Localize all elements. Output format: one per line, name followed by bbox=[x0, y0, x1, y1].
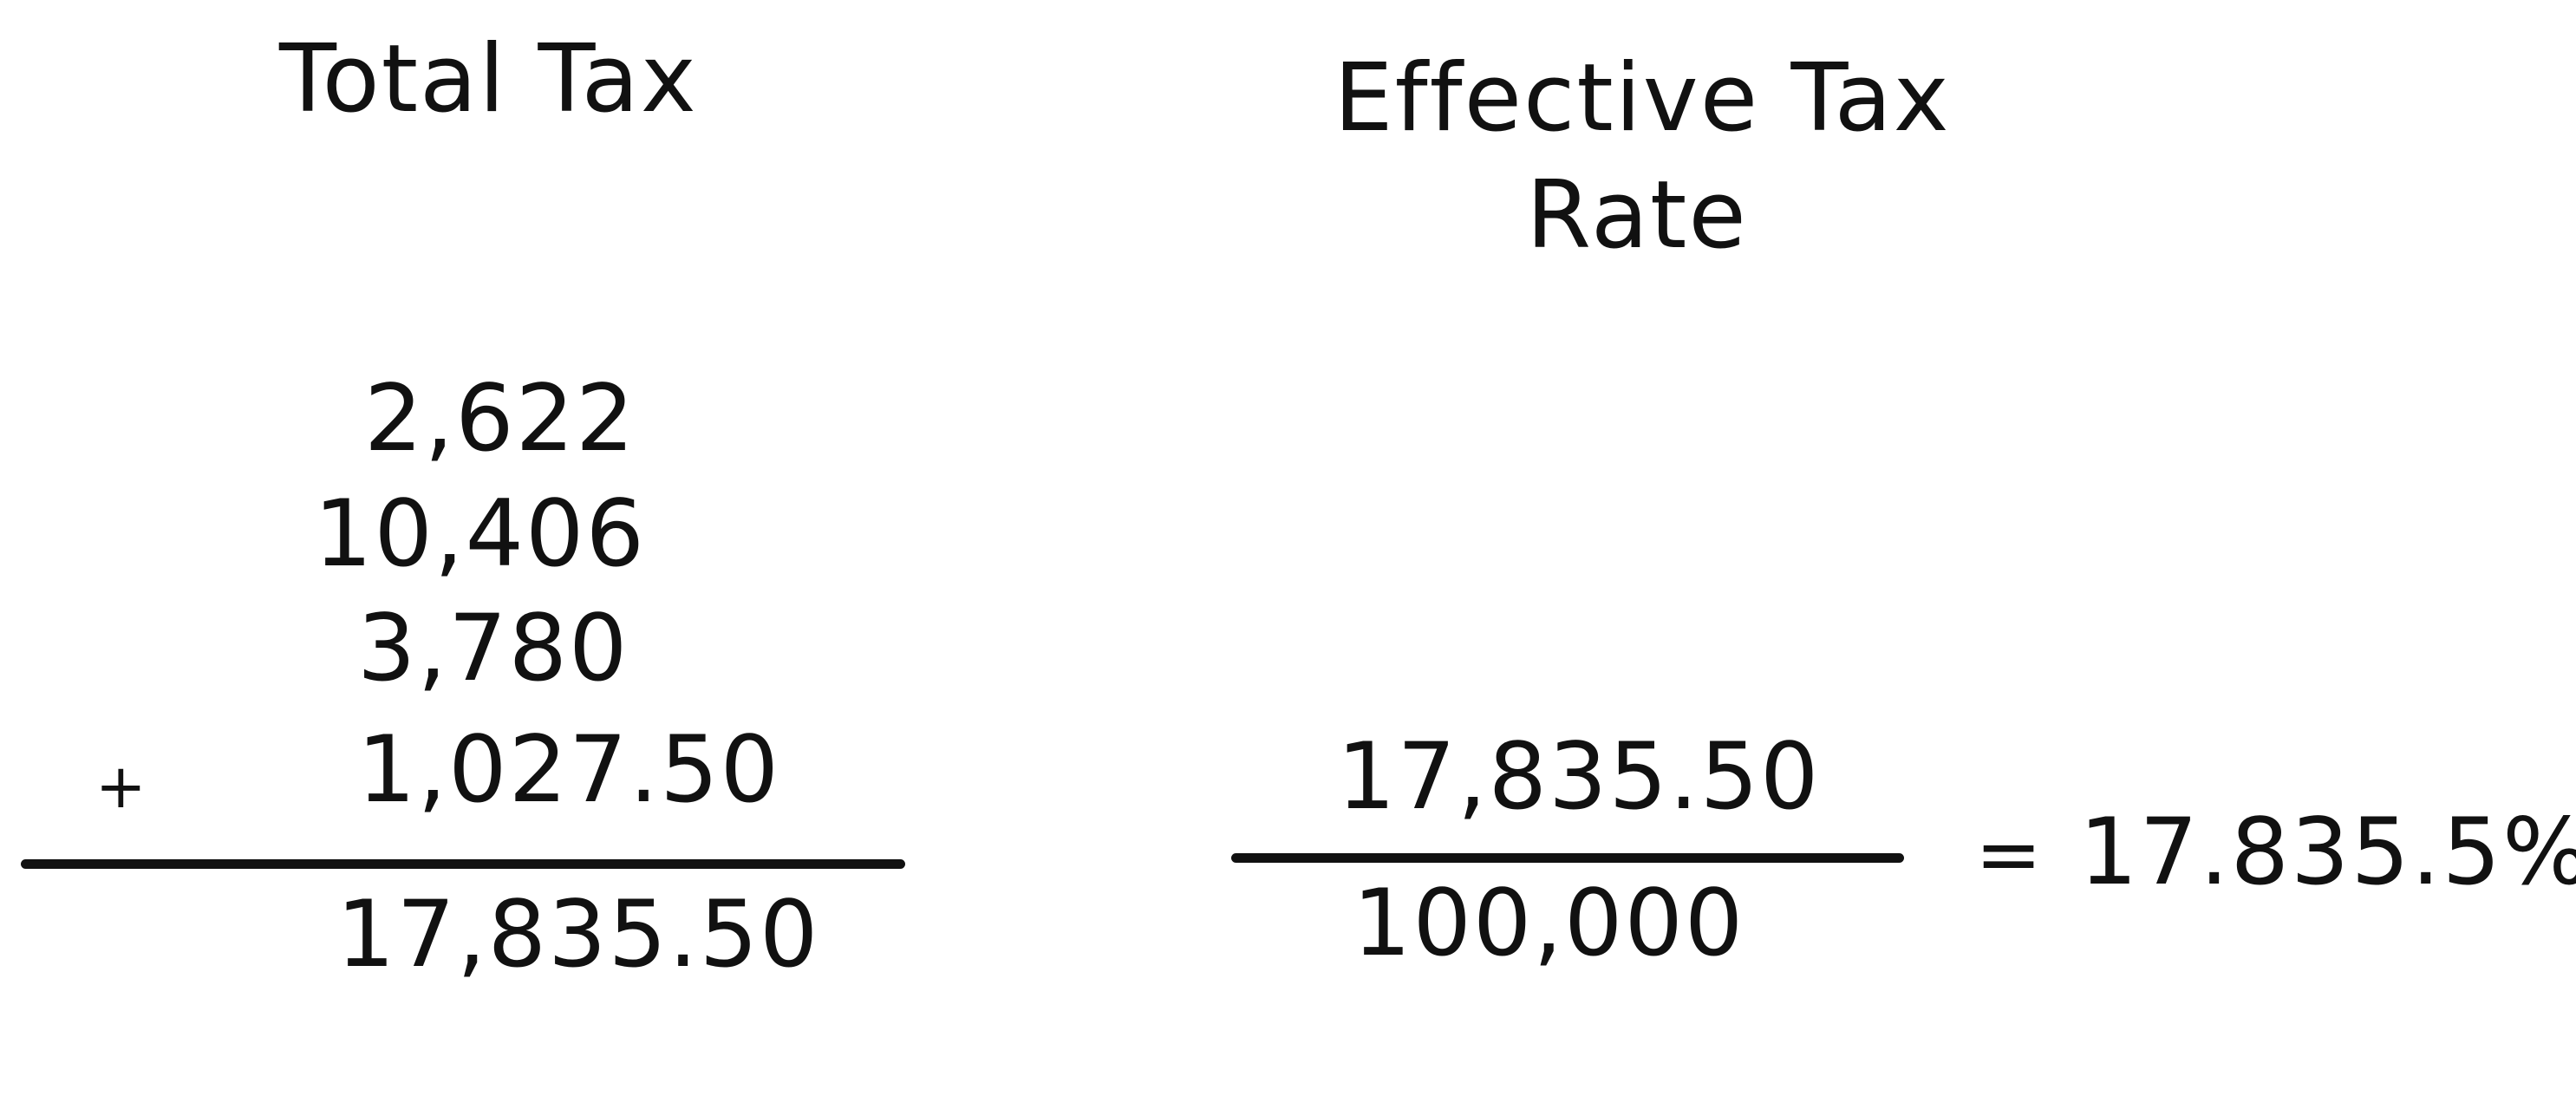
addend-3: 3,780 bbox=[357, 595, 629, 701]
sum-rule bbox=[21, 859, 905, 869]
plus-operator: + bbox=[95, 751, 148, 822]
addend-1: 2,622 bbox=[364, 365, 636, 472]
addend-2: 10,406 bbox=[314, 480, 646, 587]
fraction-bar bbox=[1231, 853, 1904, 863]
total-tax-sum: 17,835.50 bbox=[336, 881, 820, 988]
effective-tax-rate-result: 17.835.5% bbox=[2079, 799, 2576, 905]
equals-sign: = bbox=[1975, 808, 2044, 901]
effective-tax-rate-heading-line2: Rate bbox=[1526, 161, 1748, 270]
total-tax-heading: Total Tax bbox=[279, 25, 698, 134]
addend-4: 1,027.50 bbox=[357, 716, 781, 823]
effective-tax-rate-heading-line1: Effective Tax bbox=[1334, 44, 1951, 153]
fraction-numerator: 17,835.50 bbox=[1337, 723, 1821, 830]
fraction-denominator: 100,000 bbox=[1353, 870, 1745, 976]
